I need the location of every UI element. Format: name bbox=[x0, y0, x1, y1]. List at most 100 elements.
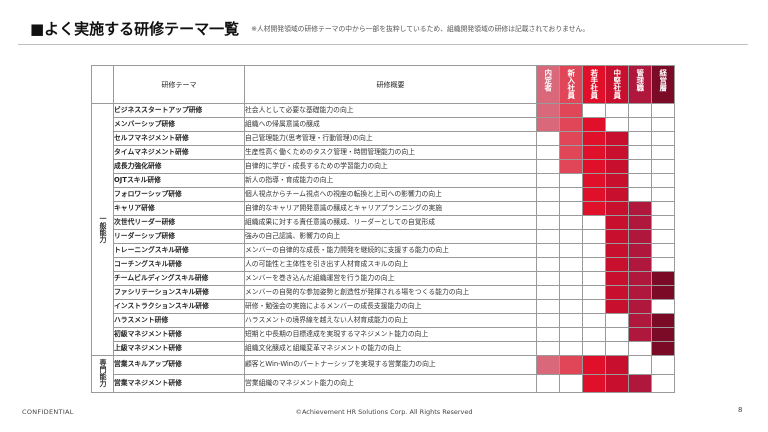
level-mark-cell bbox=[628, 215, 652, 230]
level-mark-cell bbox=[559, 257, 583, 272]
summary-cell: 自律的に学び・成長するための学習能力の向上 bbox=[244, 159, 537, 174]
table-row: 専門能力 営業スキルアップ研修 顧客とWin-Winのパートナーシップを実現する営業… bbox=[91, 355, 675, 393]
title-divider bbox=[18, 44, 748, 45]
level-mark-cell bbox=[628, 313, 652, 328]
level-mark-cell bbox=[536, 117, 560, 132]
theme-cell: 上級マネジメント研修 bbox=[113, 341, 245, 356]
summary-cell: メンバーの自発的な参加姿勢と創造性が発揮される場をつくる能力の向上 bbox=[244, 285, 537, 300]
table-body: 一般能力 ビジネススタートアップ研修 社会人として必要な基礎能力の向上 メンバーシップ… bbox=[91, 103, 675, 393]
level-mark-cell bbox=[536, 159, 560, 174]
table-row: トレーニングスキル研修 メンバーの自律的な成長・能力開発を継続的に支援する能力の向… bbox=[92, 243, 675, 258]
level-mark-cell bbox=[605, 299, 629, 314]
level-mark-cell bbox=[582, 131, 606, 146]
table-row: ハラスメント研修 ハラスメントの境界線を越えない人材育成能力の向上 bbox=[92, 313, 675, 328]
header-level-3: 中堅社員 bbox=[605, 65, 629, 104]
level-mark-cell bbox=[605, 145, 629, 160]
level-mark-cell bbox=[559, 159, 583, 174]
summary-cell: 強みの自己認識、影響力の向上 bbox=[244, 229, 537, 244]
level-mark-cell bbox=[582, 257, 606, 272]
level-mark-cell bbox=[582, 187, 606, 202]
confidential-label: CONFIDENTIAL bbox=[22, 408, 74, 416]
level-mark-cell bbox=[651, 173, 675, 188]
level-mark-cell bbox=[559, 373, 583, 393]
level-mark-cell bbox=[651, 243, 675, 258]
level-mark-cell bbox=[651, 215, 675, 230]
theme-cell: 初級マネジメント研修 bbox=[113, 327, 245, 342]
level-mark-cell bbox=[605, 187, 629, 202]
level-mark-cell bbox=[536, 327, 560, 342]
table-row: メンバーシップ研修 組織への帰属意識の醸成 bbox=[92, 117, 675, 132]
level-mark-cell bbox=[605, 285, 629, 300]
level-mark-cell bbox=[536, 103, 560, 118]
level-mark-cell bbox=[651, 201, 675, 216]
summary-cell: 人の可能性と主体性を引き出す人材育成スキルの向上 bbox=[244, 257, 537, 272]
level-mark-cell bbox=[536, 285, 560, 300]
theme-cell: メンバーシップ研修 bbox=[113, 117, 245, 132]
level-mark-cell bbox=[559, 201, 583, 216]
level-mark-cell bbox=[605, 257, 629, 272]
summary-cell: 個人視点からチーム視点への視座の転換と上司への影響力の向上 bbox=[244, 187, 537, 202]
level-mark-cell bbox=[651, 117, 675, 132]
table-row: 営業マネジメント研修 営業組織のマネジメント能力の向上 bbox=[92, 373, 675, 393]
level-mark-cell bbox=[559, 117, 583, 132]
theme-cell: インストラクションスキル研修 bbox=[113, 299, 245, 314]
table-row: リーダーシップ研修 強みの自己認識、影響力の向上 bbox=[92, 229, 675, 244]
header-summary: 研修概要 bbox=[244, 65, 537, 104]
level-mark-cell bbox=[605, 173, 629, 188]
level-mark-cell bbox=[536, 299, 560, 314]
theme-cell: タイムマネジメント研修 bbox=[113, 145, 245, 160]
summary-cell: メンバーを巻き込んだ組織運営を行う能力の向上 bbox=[244, 271, 537, 286]
table-row: セルフマネジメント研修 自己管理能力(思考管理・行動管理)の向上 bbox=[92, 131, 675, 146]
category-cell: 専門能力 bbox=[91, 355, 114, 393]
level-mark-cell bbox=[582, 117, 606, 132]
level-mark-cell bbox=[605, 201, 629, 216]
summary-cell: 自己管理能力(思考管理・行動管理)の向上 bbox=[244, 131, 537, 146]
level-mark-cell bbox=[582, 243, 606, 258]
level-mark-cell bbox=[559, 215, 583, 230]
level-mark-cell bbox=[651, 373, 675, 393]
level-mark-cell bbox=[582, 103, 606, 118]
level-mark-cell bbox=[582, 313, 606, 328]
header-level-label: 新入社員 bbox=[566, 69, 576, 99]
header-level-label: 管理職 bbox=[635, 69, 645, 92]
summary-cell: 社会人として必要な基礎能力の向上 bbox=[244, 103, 537, 118]
level-mark-cell bbox=[651, 257, 675, 272]
level-mark-cell bbox=[628, 229, 652, 244]
level-mark-cell bbox=[559, 229, 583, 244]
theme-cell: ファシリテーションスキル研修 bbox=[113, 285, 245, 300]
theme-cell: チームビルディングスキル研修 bbox=[113, 271, 245, 286]
table-row: ファシリテーションスキル研修 メンバーの自発的な参加姿勢と創造性が発揮される場をつ… bbox=[92, 285, 675, 300]
level-mark-cell bbox=[605, 327, 629, 342]
level-mark-cell bbox=[605, 215, 629, 230]
level-mark-cell bbox=[628, 327, 652, 342]
theme-cell: 営業スキルアップ研修 bbox=[113, 355, 245, 375]
summary-cell: メンバーの自律的な成長・能力開発を継続的に支援する能力の向上 bbox=[244, 243, 537, 258]
level-mark-cell bbox=[651, 271, 675, 286]
table-header-row: 研修テーマ 研修概要 内定者 新入社員 若手社員 中堅社員 管理職 経営層 bbox=[91, 65, 675, 104]
table-row: フォロワーシップ研修 個人視点からチーム視点への視座の転換と上司への影響力の向上 bbox=[92, 187, 675, 202]
level-mark-cell bbox=[651, 327, 675, 342]
header-level-5: 経営層 bbox=[651, 65, 675, 104]
level-mark-cell bbox=[628, 373, 652, 393]
table-row: 成長力強化研修 自律的に学び・成長するための学習能力の向上 bbox=[92, 159, 675, 174]
level-mark-cell bbox=[582, 299, 606, 314]
level-mark-cell bbox=[605, 373, 629, 393]
level-mark-cell bbox=[651, 355, 675, 375]
category-label: 専門能力 bbox=[99, 359, 107, 387]
header-level-1: 新入社員 bbox=[559, 65, 583, 104]
level-mark-cell bbox=[628, 187, 652, 202]
level-mark-cell bbox=[651, 103, 675, 118]
level-mark-cell bbox=[651, 341, 675, 356]
level-mark-cell bbox=[582, 159, 606, 174]
level-mark-cell bbox=[582, 285, 606, 300]
level-mark-cell bbox=[628, 243, 652, 258]
header-level-2: 若手社員 bbox=[582, 65, 606, 104]
level-mark-cell bbox=[536, 355, 560, 375]
theme-cell: 次世代リーダー研修 bbox=[113, 215, 245, 230]
header-level-label: 中堅社員 bbox=[612, 69, 622, 99]
level-mark-cell bbox=[536, 229, 560, 244]
theme-cell: 成長力強化研修 bbox=[113, 159, 245, 174]
page-number: 8 bbox=[738, 406, 743, 414]
summary-cell: 組織文化醸成と組織変革マネジメントの能力の向上 bbox=[244, 341, 537, 356]
level-mark-cell bbox=[559, 341, 583, 356]
